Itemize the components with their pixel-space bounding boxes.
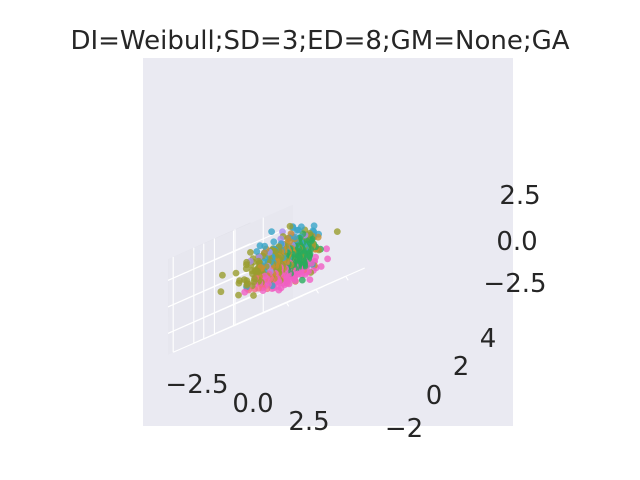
y-tick-mark — [318, 285, 324, 290]
scatter-point — [217, 288, 225, 296]
scatter-point — [232, 269, 240, 277]
x-tick-mark — [285, 301, 290, 307]
scatter-point — [310, 222, 318, 230]
axes-background — [143, 58, 513, 426]
scatter-point — [270, 238, 278, 246]
scatter-point — [253, 248, 261, 255]
y-tick-label: 4 — [480, 324, 497, 354]
y-tick-mark — [339, 276, 345, 280]
scatter-point — [219, 271, 226, 279]
scatter-point — [298, 276, 306, 284]
y-tick-label: −2 — [385, 414, 423, 444]
z-grid-line — [167, 243, 251, 281]
scatter-points — [217, 222, 341, 299]
scatter-point — [323, 245, 330, 253]
x-tick-label: 2.5 — [288, 407, 329, 437]
y-tick-label: 2 — [453, 352, 470, 382]
scatter-point — [250, 292, 257, 299]
x-tick-mark — [345, 275, 349, 281]
y-tick-mark — [297, 295, 304, 299]
x-tick-label: −2.5 — [165, 370, 228, 400]
scatter-point — [247, 249, 254, 256]
scatter-point — [236, 277, 244, 285]
z-grid-line — [167, 296, 251, 334]
z-tick-label: 2.5 — [499, 181, 540, 211]
x-tick-label: 0.0 — [232, 389, 273, 419]
scatter-point — [244, 280, 251, 287]
chart-title: DI=Weibull;SD=3;ED=8;GM=None;GA — [70, 26, 569, 56]
scatter-point — [324, 255, 331, 263]
scatter-point — [249, 270, 256, 278]
y-grid-line — [234, 269, 361, 326]
z-tick-label: −2.5 — [483, 269, 546, 299]
scatter-point — [256, 242, 264, 250]
z-tick-label: 0.0 — [496, 227, 537, 257]
scatter-point — [306, 276, 314, 283]
scatter-point — [268, 228, 275, 236]
x-tick-mark — [315, 288, 319, 294]
scatter-point — [333, 228, 341, 236]
scatter-point — [242, 265, 250, 273]
scatter-point — [312, 253, 319, 261]
y-tick-mark — [359, 267, 365, 271]
y-tick-label: 0 — [426, 381, 443, 411]
scatter-point — [286, 222, 294, 230]
tick-labels: −2.5 0.0 2.5 −2 0 2 4 −2.5 0.0 2.5 — [165, 181, 546, 444]
scatter-point — [235, 291, 242, 299]
scatter-point — [241, 288, 249, 296]
